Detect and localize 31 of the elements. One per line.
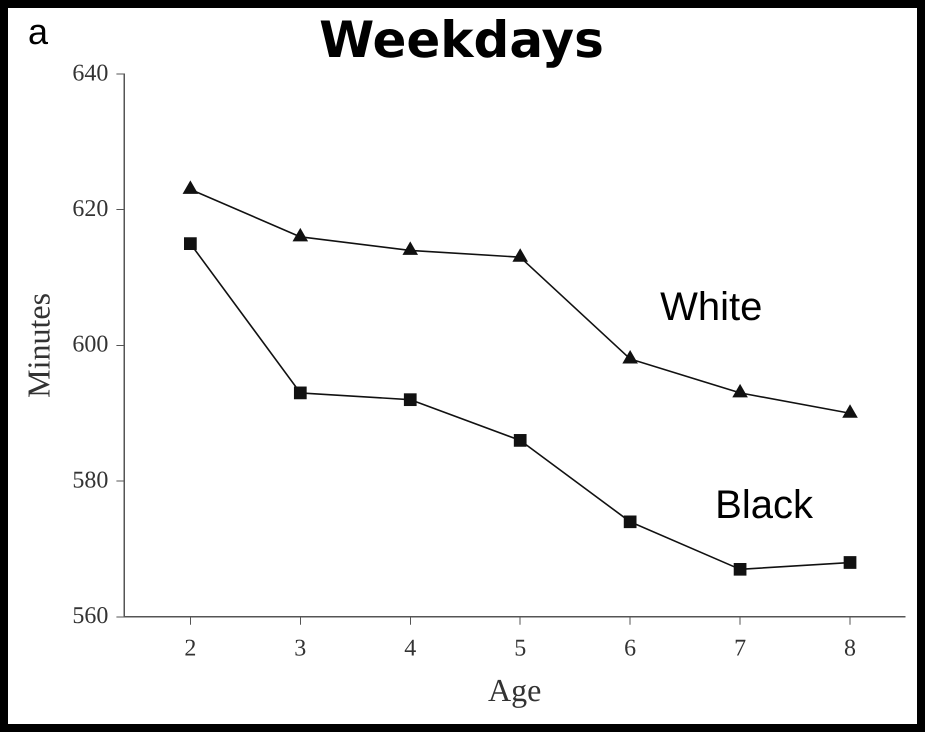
y-tick-label: 560 bbox=[72, 603, 108, 630]
x-tick-label: 4 bbox=[404, 635, 416, 662]
point bbox=[182, 180, 198, 194]
y-tick-label: 620 bbox=[72, 196, 108, 222]
x-tick-label: 3 bbox=[294, 635, 306, 662]
y-tick-label: 640 bbox=[72, 60, 108, 86]
x-tick-label: 8 bbox=[844, 635, 856, 662]
chart-title: Weekdays bbox=[319, 10, 604, 69]
point bbox=[514, 434, 527, 447]
point bbox=[732, 384, 748, 398]
point bbox=[842, 404, 858, 418]
point bbox=[734, 562, 746, 576]
series-label: Black bbox=[715, 482, 814, 527]
point bbox=[622, 350, 638, 364]
point bbox=[294, 386, 307, 400]
text: a bbox=[28, 10, 49, 52]
point bbox=[404, 393, 417, 406]
point bbox=[624, 515, 637, 528]
y-axis-title: Minutes bbox=[20, 292, 57, 398]
x-axis-title: Age bbox=[488, 672, 542, 708]
point bbox=[512, 248, 528, 262]
x-tick-label: 6 bbox=[624, 635, 636, 662]
y-tick-label: 600 bbox=[72, 332, 108, 358]
x-tick-label: 7 bbox=[734, 635, 746, 662]
point bbox=[292, 228, 308, 242]
series-label: White bbox=[660, 285, 762, 329]
x-tick-label: 5 bbox=[514, 635, 526, 662]
x-tick-label: 2 bbox=[184, 635, 196, 662]
y-tick-label: 580 bbox=[72, 467, 108, 494]
point bbox=[402, 241, 418, 255]
point bbox=[844, 556, 856, 569]
